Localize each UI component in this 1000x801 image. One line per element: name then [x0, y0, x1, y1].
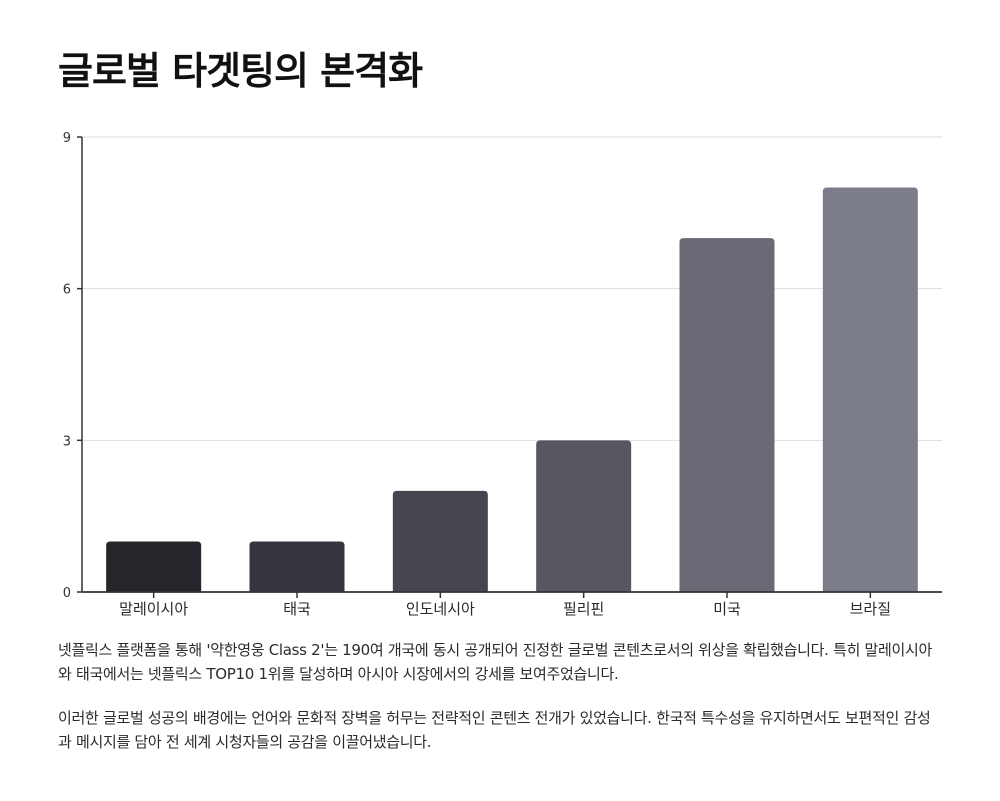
bar-3	[392, 490, 488, 592]
description-paragraph-2: 이러한 글로벌 성공의 배경에는 언어와 문화적 장벽을 허무는 전략적인 콘텐…	[58, 709, 931, 751]
x-category-label: 말레이시아	[119, 600, 188, 618]
x-category-label: 브라질	[850, 600, 891, 618]
page-title: 글로벌 타겟팅의 본격화	[58, 49, 423, 93]
bar-6	[822, 187, 918, 593]
x-category-label: 필리핀	[563, 600, 604, 618]
bar-chart: 0 3 6 9 말레이시아 태국 인도네시아 필리핀 미국 브라질	[63, 131, 942, 618]
bar-1	[106, 541, 202, 592]
bar-4	[536, 440, 632, 592]
bar-2	[249, 541, 345, 592]
x-category-label: 인도네시아	[406, 600, 475, 618]
bar-5	[679, 238, 775, 592]
y-tick-label: 0	[63, 586, 71, 601]
description-paragraph-1: 넷플릭스 플랫폼을 통해 '약한영웅 Class 2'는 190여 개국에 동시…	[58, 641, 933, 683]
y-tick-label: 3	[63, 434, 71, 449]
x-category-label: 미국	[713, 600, 741, 618]
y-tick-label: 9	[63, 131, 71, 146]
x-category-label: 태국	[283, 600, 311, 618]
y-tick-label: 6	[63, 283, 71, 298]
